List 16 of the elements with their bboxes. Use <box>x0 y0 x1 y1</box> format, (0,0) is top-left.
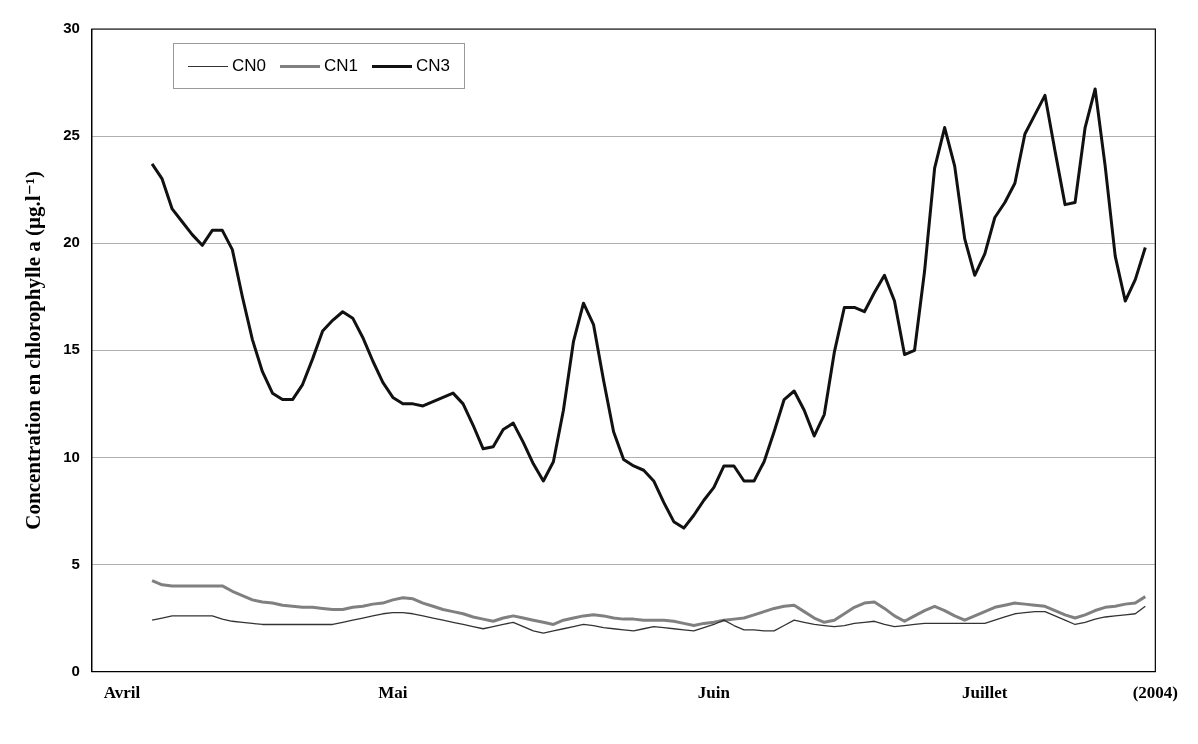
legend-label: CN0 <box>232 56 267 76</box>
y-tick-label: 5 <box>71 554 80 572</box>
x-tick-label: Juin <box>697 683 731 703</box>
y-tick-label: 15 <box>63 340 80 358</box>
legend-label: CN1 <box>324 56 359 76</box>
y-tick-label: 30 <box>63 19 80 37</box>
legend-label: CN3 <box>416 56 451 76</box>
x-tick-label: Mai <box>378 683 408 703</box>
y-tick-label: 10 <box>63 447 80 465</box>
y-axis-title: Concentration en chlorophylle a (µg.l⁻¹) <box>21 170 46 530</box>
x-tick-label: Avril <box>103 683 141 703</box>
y-tick-label: 25 <box>63 126 80 144</box>
y-tick-label: 0 <box>71 661 80 679</box>
y-tick-label: 20 <box>63 233 80 251</box>
x-tick-label: Juillet <box>962 683 1008 703</box>
x-tick-label: (2004) <box>1132 683 1178 703</box>
